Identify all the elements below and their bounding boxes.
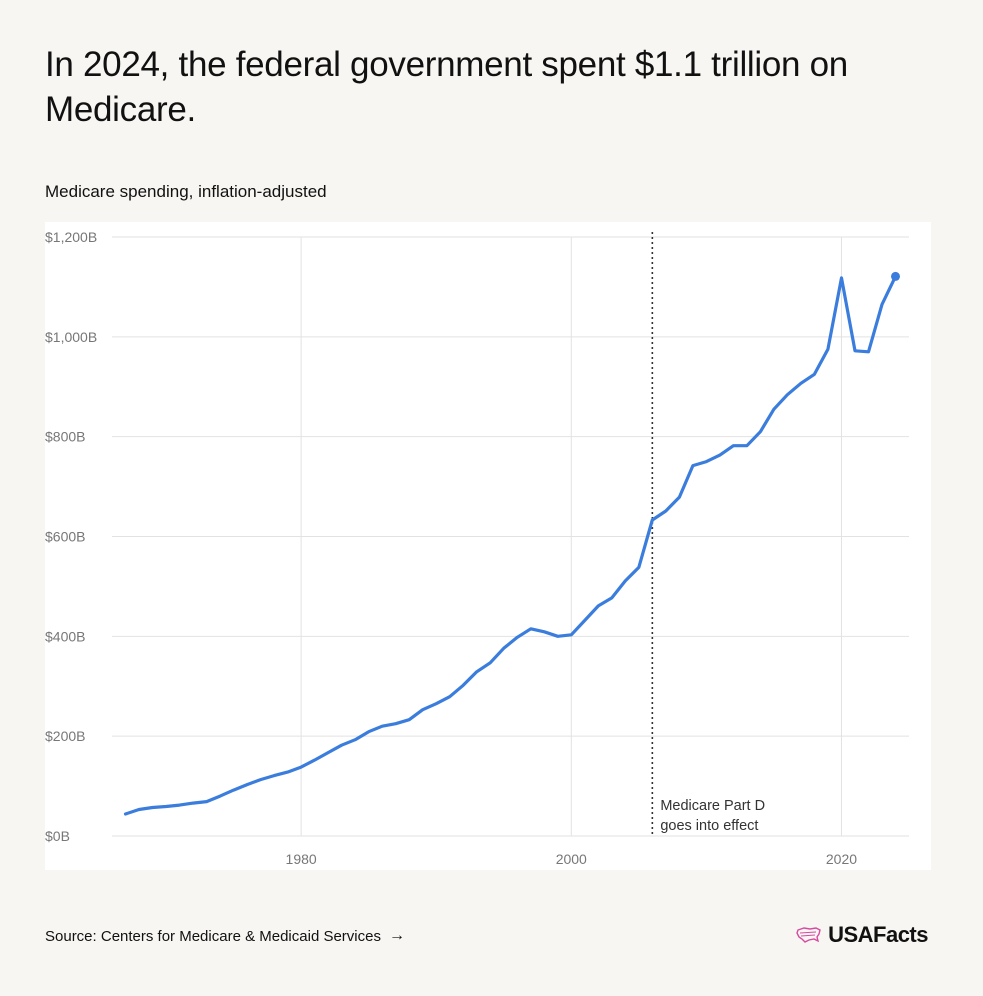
y-tick-label: $1,000B — [45, 329, 97, 345]
annotation-label: goes into effect — [660, 818, 758, 834]
y-axis: $0B $200B $400B $600B $800B $1,000B $1,200B — [45, 229, 97, 844]
x-axis: 1980 2000 2020 — [286, 851, 858, 867]
arrow-right-icon: → — [388, 927, 405, 944]
x-tick-label: 2020 — [826, 851, 857, 867]
x-tick-label: 1980 — [286, 851, 317, 867]
y-tick-label: $600B — [45, 529, 85, 545]
chart-card: $0B $200B $400B $600B $800B $1,000B $1,200B 19… — [45, 222, 931, 870]
source-label: Source: Centers for Medicare & Medicaid … — [45, 927, 381, 945]
usa-map-logo-icon — [796, 927, 821, 943]
page-title: In 2024, the federal government spent $1… — [45, 45, 848, 129]
chart-subtitle: Medicare spending, inflation-adjusted — [45, 182, 327, 201]
y-tick-label: $400B — [45, 628, 85, 644]
line-chart: $0B $200B $400B $600B $800B $1,000B $1,200B 19… — [45, 229, 909, 867]
y-tick-label: $1,200B — [45, 229, 97, 245]
y-tick-label: $0B — [45, 828, 70, 844]
grid — [112, 236, 909, 837]
annotation-label: Medicare Part D — [660, 798, 765, 814]
y-tick-label: $200B — [45, 728, 85, 744]
y-tick-label: $800B — [45, 429, 85, 445]
end-point — [890, 271, 900, 281]
series — [123, 271, 900, 816]
brand-name: USAFacts — [828, 922, 928, 947]
series-line — [123, 274, 898, 816]
annotation: Medicare Part D goes into effect — [651, 232, 765, 836]
brand-logo[interactable]: USAFacts — [796, 922, 928, 948]
source-link[interactable]: Source: Centers for Medicare & Medicaid … — [45, 927, 405, 945]
x-tick-label: 2000 — [556, 851, 587, 867]
